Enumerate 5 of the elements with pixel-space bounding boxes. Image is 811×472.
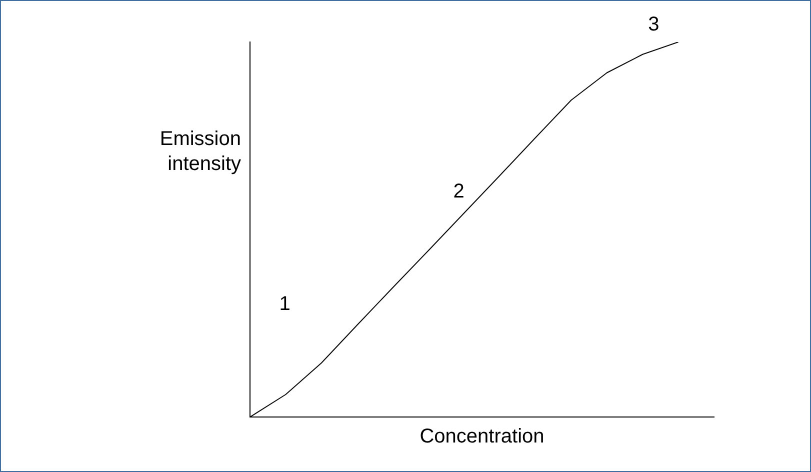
- annotation: 1: [279, 293, 290, 316]
- annotation: 2: [453, 180, 464, 203]
- y-axis-title: Emission intensity: [158, 127, 241, 177]
- x-axis-title: Concentration: [420, 426, 544, 448]
- text: 3: [648, 14, 660, 36]
